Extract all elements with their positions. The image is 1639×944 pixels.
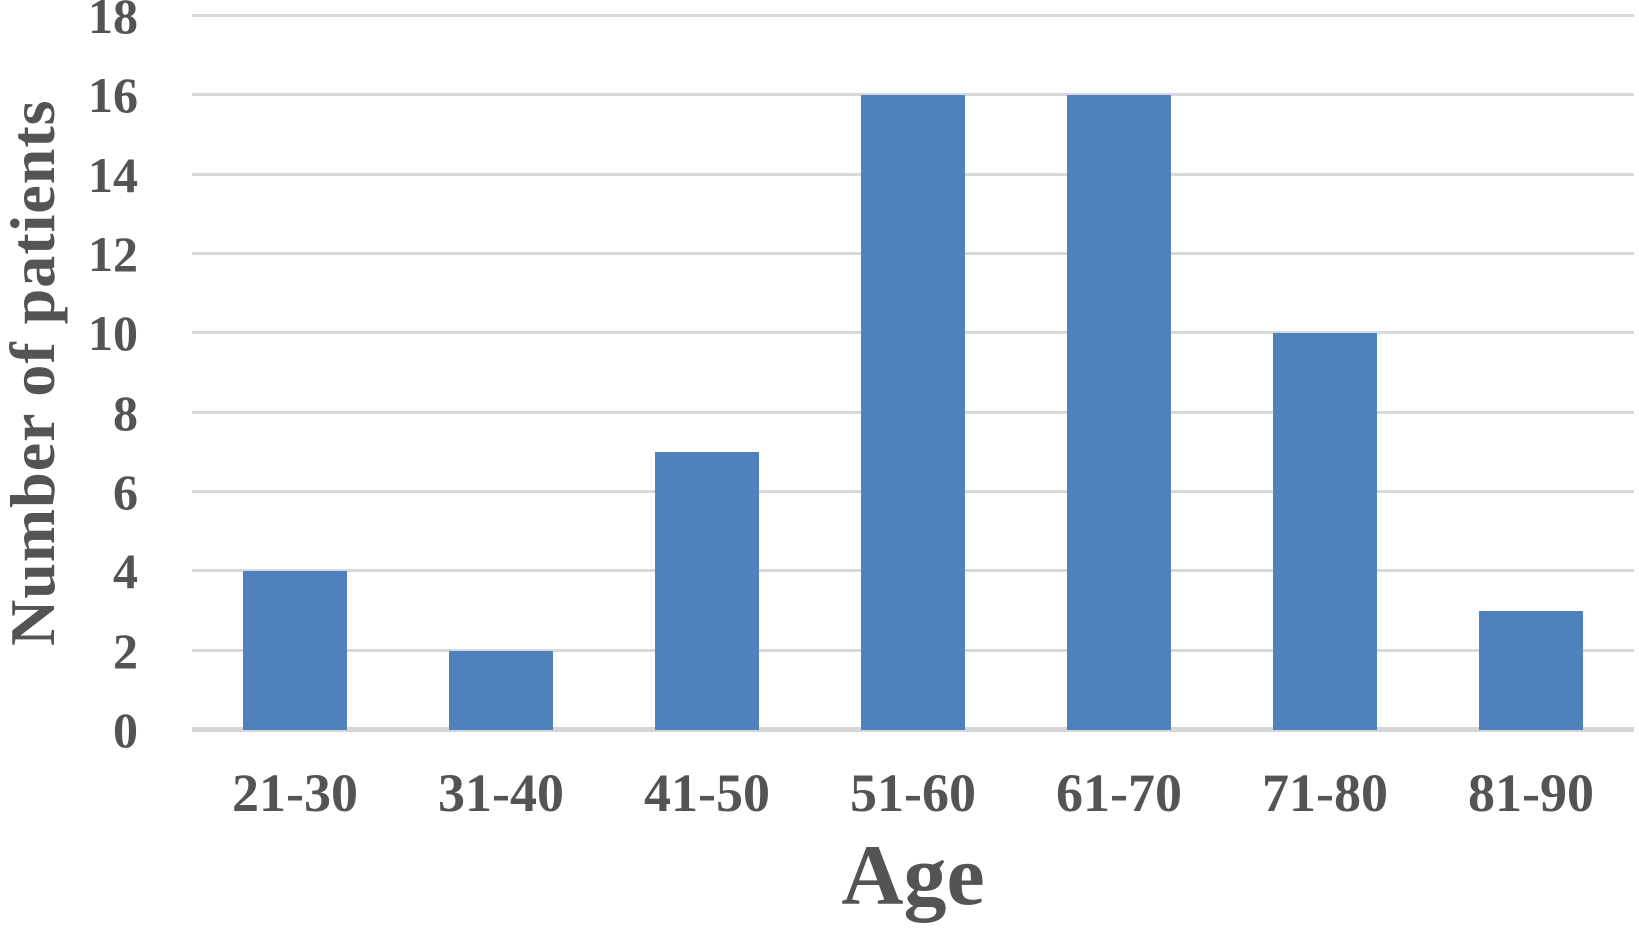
y-tick-label-4: 4 (113, 543, 138, 600)
gridline-y-16 (192, 93, 1634, 97)
bar-61-70 (1067, 95, 1171, 730)
x-tick-label-31-40: 31-40 (438, 763, 564, 823)
bar-31-40 (449, 650, 553, 730)
y-axis-tick-labels: 0 2 4 6 8 10 12 14 16 18 (0, 0, 152, 755)
x-tick-label-51-60: 51-60 (850, 763, 976, 823)
y-tick-label-12: 12 (88, 226, 138, 282)
bar-41-50 (655, 452, 759, 730)
x-axis-title: Age (841, 827, 985, 923)
y-tick-label-16: 16 (88, 67, 138, 124)
plot-area (192, 14, 1634, 732)
y-tick-label-8: 8 (113, 384, 138, 441)
y-tick-label-14: 14 (88, 146, 138, 203)
bar-71-80 (1273, 333, 1377, 730)
y-tick-label-10: 10 (88, 305, 138, 362)
bar-51-60 (861, 95, 965, 730)
y-tick-label-0: 0 (113, 702, 138, 758)
y-tick-label-18: 18 (88, 0, 138, 44)
x-tick-label-21-30: 21-30 (232, 763, 358, 823)
bar-21-30 (243, 571, 347, 730)
bar-81-90 (1479, 611, 1583, 730)
x-tick-label-71-80: 71-80 (1262, 763, 1388, 823)
y-tick-label-6: 6 (113, 464, 138, 520)
y-tick-label-2: 2 (113, 622, 138, 679)
x-tick-label-81-90: 81-90 (1468, 763, 1594, 823)
x-axis-tick-labels: 21-30 31-40 41-50 51-60 61-70 71-80 81-90 (192, 758, 1634, 828)
x-tick-label-61-70: 61-70 (1056, 763, 1182, 823)
x-tick-label-41-50: 41-50 (644, 763, 770, 823)
gridline-y-18 (192, 14, 1634, 17)
